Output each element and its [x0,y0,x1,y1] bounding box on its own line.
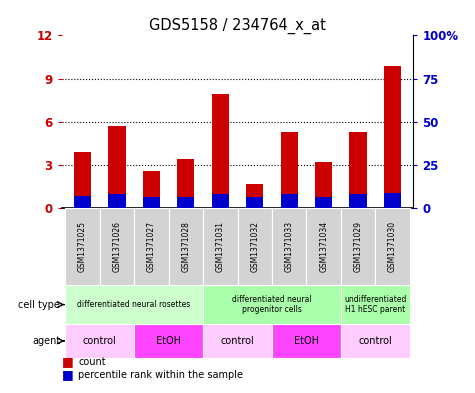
Text: percentile rank within the sample: percentile rank within the sample [78,369,243,380]
Text: GSM1371031: GSM1371031 [216,221,225,272]
Bar [134,324,203,358]
Bar [169,208,203,285]
Bar [212,195,229,208]
Bar [306,208,341,285]
Bar [246,197,263,208]
Bar [384,66,401,208]
Bar [65,324,134,358]
Bar [341,285,410,324]
Text: GSM1371027: GSM1371027 [147,221,156,272]
Bar [238,208,272,285]
Text: EtOH: EtOH [156,336,181,346]
Bar [65,285,203,324]
Text: control: control [359,336,392,346]
Bar [272,208,306,285]
Bar [341,324,410,358]
Bar [177,197,194,208]
Bar [272,324,341,358]
Bar [65,208,100,285]
Text: agent: agent [32,336,60,346]
Text: GSM1371032: GSM1371032 [250,221,259,272]
Text: count: count [78,356,106,367]
Bar [203,208,238,285]
Text: ■: ■ [62,368,74,381]
Text: control: control [83,336,116,346]
Text: differentiated neural
progenitor cells: differentiated neural progenitor cells [232,295,312,314]
Bar [350,132,367,208]
Bar [142,197,160,208]
Text: EtOH: EtOH [294,336,319,346]
Text: GSM1371029: GSM1371029 [353,221,362,272]
Bar [350,195,367,208]
Bar [384,193,401,208]
Bar [212,94,229,208]
Bar [108,195,125,208]
Text: GSM1371033: GSM1371033 [285,221,294,272]
Bar [315,162,332,208]
Text: cell type: cell type [19,299,60,310]
Bar [315,197,332,208]
Bar [281,195,298,208]
Bar [203,285,341,324]
Bar [177,159,194,208]
Text: differentiated neural rosettes: differentiated neural rosettes [77,300,191,309]
Bar [203,324,272,358]
Bar [142,171,160,208]
Bar [375,208,410,285]
Bar [74,196,91,208]
Text: GSM1371030: GSM1371030 [388,221,397,272]
Text: GSM1371025: GSM1371025 [78,221,87,272]
Bar [341,208,375,285]
Text: control: control [220,336,255,346]
Text: undifferentiated
H1 hESC parent: undifferentiated H1 hESC parent [344,295,407,314]
Text: GSM1371026: GSM1371026 [113,221,122,272]
Bar [281,132,298,208]
Text: ■: ■ [62,355,74,368]
Bar [100,208,134,285]
Title: GDS5158 / 234764_x_at: GDS5158 / 234764_x_at [149,18,326,34]
Text: GSM1371028: GSM1371028 [181,221,190,272]
Bar [134,208,169,285]
Bar [108,126,125,208]
Bar [246,184,263,208]
Bar [74,152,91,208]
Text: GSM1371034: GSM1371034 [319,221,328,272]
